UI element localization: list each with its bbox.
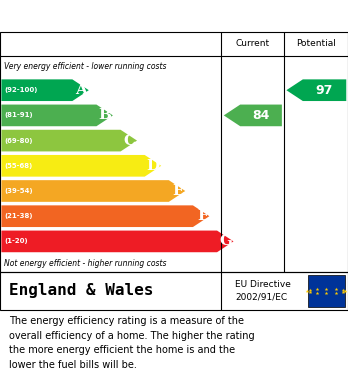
Text: A: A (76, 83, 87, 97)
Polygon shape (1, 130, 137, 151)
Text: B: B (98, 108, 111, 122)
Text: The energy efficiency rating is a measure of the
overall efficiency of a home. T: The energy efficiency rating is a measur… (9, 316, 254, 369)
Text: E: E (172, 184, 184, 198)
Polygon shape (1, 155, 161, 177)
Text: (39-54): (39-54) (4, 188, 33, 194)
Text: (69-80): (69-80) (4, 138, 33, 143)
Polygon shape (224, 104, 282, 126)
Text: England & Wales: England & Wales (9, 283, 153, 298)
Text: 84: 84 (252, 109, 270, 122)
Polygon shape (1, 104, 113, 126)
Text: (92-100): (92-100) (4, 87, 38, 93)
Text: G: G (219, 234, 232, 248)
Polygon shape (1, 79, 89, 101)
Text: (1-20): (1-20) (4, 239, 28, 244)
Text: 97: 97 (316, 84, 333, 97)
Text: Potential: Potential (296, 39, 336, 48)
Text: (55-68): (55-68) (4, 163, 32, 169)
FancyBboxPatch shape (308, 275, 345, 307)
Text: (81-91): (81-91) (4, 112, 33, 118)
Text: (21-38): (21-38) (4, 213, 33, 219)
Text: C: C (124, 134, 136, 147)
Text: Very energy efficient - lower running costs: Very energy efficient - lower running co… (4, 62, 167, 71)
Text: Energy Efficiency Rating: Energy Efficiency Rating (10, 9, 220, 23)
Text: Not energy efficient - higher running costs: Not energy efficient - higher running co… (4, 259, 167, 268)
Text: EU Directive
2002/91/EC: EU Directive 2002/91/EC (235, 280, 291, 302)
Polygon shape (1, 231, 234, 252)
Polygon shape (286, 79, 346, 101)
Text: Current: Current (235, 39, 269, 48)
Polygon shape (1, 205, 209, 227)
Polygon shape (1, 180, 185, 202)
Text: D: D (147, 159, 160, 173)
Text: F: F (197, 209, 208, 223)
